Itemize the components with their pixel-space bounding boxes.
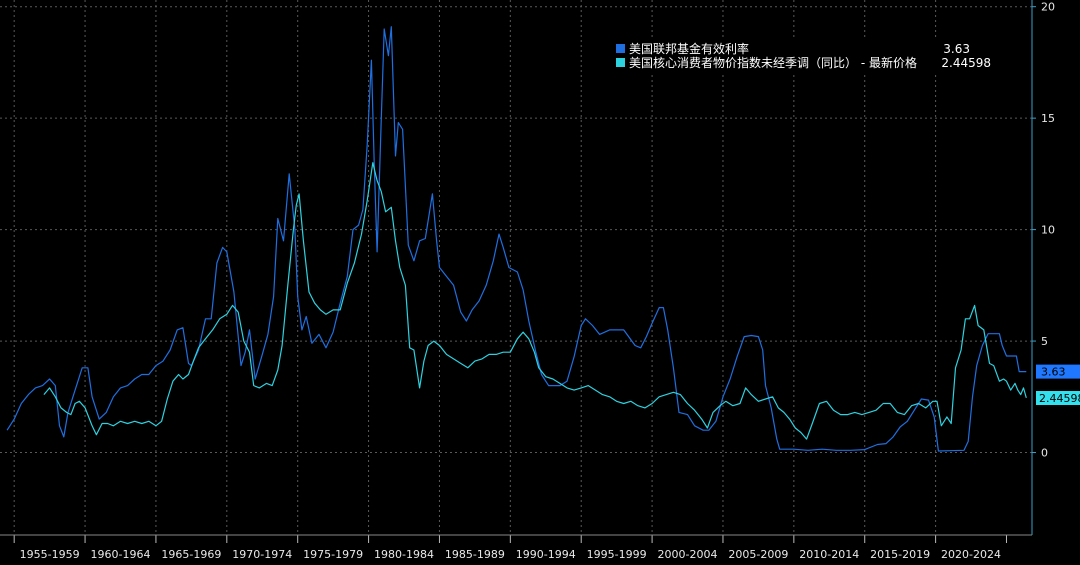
gridlines (0, 0, 1032, 535)
last-value-badge-fed-funds: 3.63 (1036, 364, 1080, 379)
y-axis: 0 5 10 15 20 (1031, 0, 1055, 535)
x-tick-label-1970: 1970-1974 (232, 548, 292, 561)
legend-label-fed-funds: 美国联邦基金有效利率 (629, 41, 749, 56)
last-value-badge-core-cpi: 2.44598 (1036, 391, 1080, 405)
legend: 美国联邦基金有效利率 3.63 美国核心消费者物价指数未经季调（同比） - 最新… (609, 38, 1001, 72)
y-tick-label-0: 0 (1041, 447, 1048, 460)
series-line-fed-funds (6, 26, 1027, 452)
y-tick-label-10: 10 (1041, 224, 1055, 237)
x-tick-label-1990: 1990-1994 (516, 548, 576, 561)
legend-label-core-cpi: 美国核心消费者物价指数未经季调（同比） - 最新价格 (629, 55, 917, 70)
legend-value-fed-funds: 3.63 (943, 42, 970, 56)
badge-fed-funds-value: 3.63 (1041, 366, 1066, 379)
x-tick-label-2000: 2000-2004 (658, 548, 718, 561)
y-tick-label-15: 15 (1041, 112, 1055, 125)
x-tick-label-1995: 1995-1999 (587, 548, 647, 561)
x-tick-label-2015: 2015-2019 (870, 548, 930, 561)
x-tick-label-1980: 1980-1984 (374, 548, 434, 561)
legend-value-core-cpi: 2.44598 (941, 56, 991, 70)
x-tick-label-2005: 2005-2009 (728, 548, 788, 561)
plot-area (6, 26, 1027, 452)
x-tick-label-1975: 1975-1979 (303, 548, 363, 561)
x-tick-label-2010: 2010-2014 (799, 548, 859, 561)
legend-swatch-core-cpi (616, 58, 625, 67)
badge-core-cpi-bg (1036, 391, 1080, 405)
y-tick-label-5: 5 (1041, 335, 1048, 348)
x-tick-label-1960: 1960-1964 (91, 548, 151, 561)
x-axis: 1955-1959 1960-1964 1965-1969 1970-1974 1975… (0, 534, 1032, 561)
x-tick-label-2020: 2020-2024 (941, 548, 1001, 561)
x-tick-label-1955: 1955-1959 (20, 548, 80, 561)
x-tick-label-1985: 1985-1989 (445, 548, 505, 561)
x-tick-label-1965: 1965-1969 (161, 548, 221, 561)
badge-fed-funds-bg (1036, 364, 1080, 379)
legend-swatch-fed-funds (616, 44, 625, 53)
series-line-core-cpi (43, 162, 1027, 440)
y-tick-label-20: 20 (1041, 1, 1055, 14)
badge-core-cpi-value: 2.44598 (1039, 392, 1080, 405)
legend-box (609, 38, 1001, 72)
